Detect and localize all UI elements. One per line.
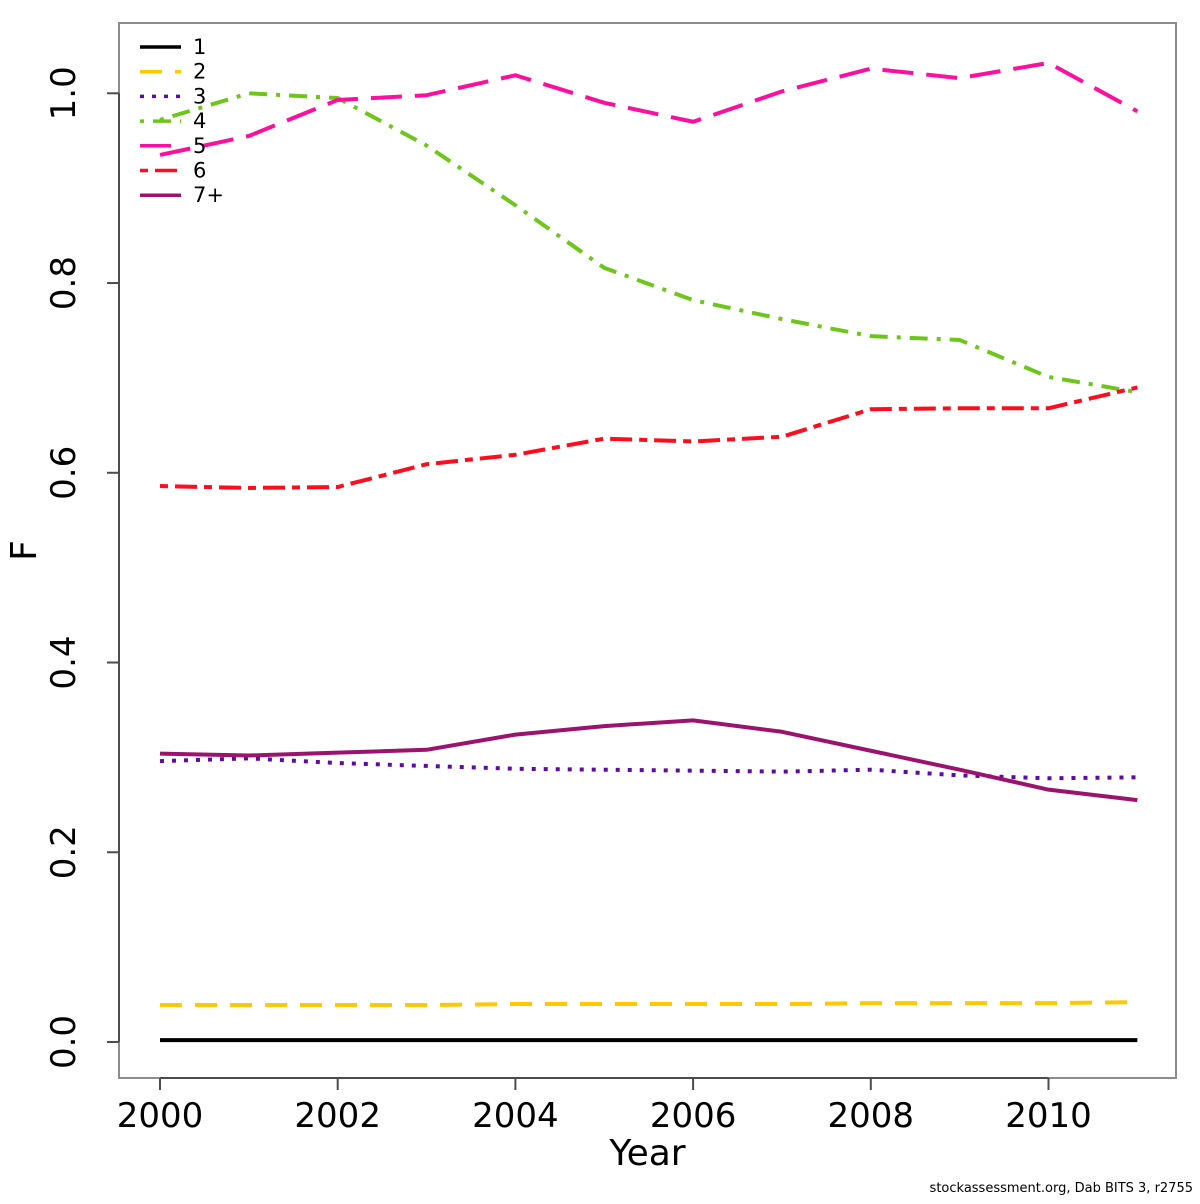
legend-label-4: 4 <box>193 109 206 133</box>
x-axis-title: Year <box>608 1133 685 1174</box>
y-tick-label-0.8: 0.8 <box>44 256 84 310</box>
credit-text: stockassessment.org, Dab BITS 3, r2755 <box>930 1181 1193 1196</box>
series-line-4 <box>159 91 1138 395</box>
legend-label-6: 6 <box>193 159 206 183</box>
y-tick-label-0.2: 0.2 <box>44 825 84 879</box>
legend-label-3: 3 <box>193 84 206 108</box>
y-tick-label-0.6: 0.6 <box>44 446 84 500</box>
y-tick-label-1.0: 1.0 <box>44 66 84 120</box>
x-tick-label-2008: 2008 <box>828 1096 915 1136</box>
x-axis-ticks: 2000 2002 2004 2006 2008 2010 <box>117 1078 1092 1136</box>
y-axis-title: F <box>4 540 45 561</box>
x-tick-label-2006: 2006 <box>650 1096 737 1136</box>
x-tick-label-2000: 2000 <box>117 1096 204 1136</box>
series-line-7plus <box>159 718 1138 803</box>
legend-label-7plus: 7+ <box>193 183 224 207</box>
series-line-2 <box>160 1000 1138 1008</box>
legend-label-2: 2 <box>193 60 206 84</box>
series-line-5 <box>159 60 1139 157</box>
plot-box <box>118 22 1177 1079</box>
x-tick-label-2002: 2002 <box>294 1096 381 1136</box>
x-tick-label-2004: 2004 <box>472 1096 559 1136</box>
series-line-6 <box>159 385 1138 490</box>
y-tick-label-0.4: 0.4 <box>44 635 84 689</box>
y-tick-label-0.0: 0.0 <box>44 1015 84 1069</box>
x-tick-label-2010: 2010 <box>1005 1096 1092 1136</box>
legend-label-1: 1 <box>193 35 206 59</box>
legend-label-5: 5 <box>193 134 206 158</box>
series-lines <box>159 60 1139 1043</box>
y-axis-ticks: 0.0 0.2 0.4 0.6 0.8 1.0 <box>44 66 119 1069</box>
